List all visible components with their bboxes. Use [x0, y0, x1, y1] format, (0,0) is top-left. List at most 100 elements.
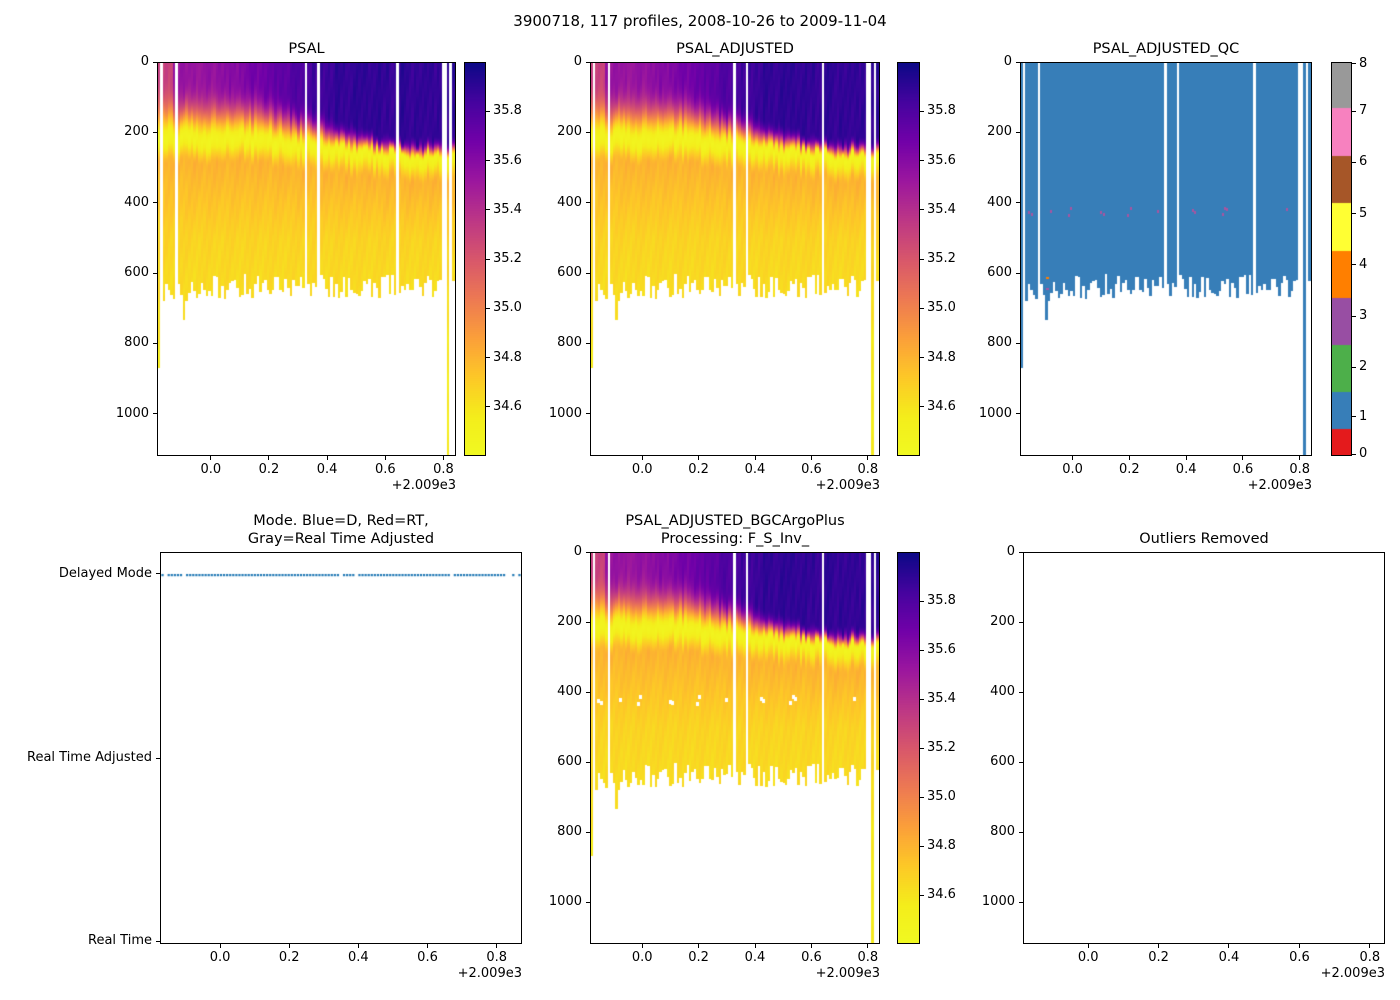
- x-tick-label: 0.2: [1148, 950, 1169, 965]
- x-tick-mark: [698, 456, 700, 460]
- qc-colorbar-tick-label: 4: [1359, 256, 1368, 272]
- colorbar-tick-mark: [920, 600, 924, 602]
- y-tick-mark: [586, 691, 590, 693]
- colorbar-tick-label: 35.2: [927, 251, 956, 266]
- colorbar-tick-label: 35.8: [927, 103, 956, 119]
- panel-title-bgc-line1: PSAL_ADJUSTED_BGCArgoPlus: [625, 513, 845, 529]
- y-tick-mark: [1019, 621, 1023, 623]
- x-tick-label: 0.0: [200, 462, 222, 477]
- mode-tick-label: Delayed Mode: [58, 565, 152, 581]
- bgc-colorbar: [897, 552, 920, 944]
- x-tick-label: 0.8: [486, 950, 507, 965]
- x-tick-mark: [754, 944, 756, 948]
- colorbar-tick-label: 34.8: [493, 349, 522, 365]
- x-tick-mark: [1158, 944, 1160, 948]
- colorbar-tick-mark: [920, 110, 924, 112]
- y-tick-mark: [586, 551, 590, 553]
- colorbar-tick-mark: [920, 698, 924, 700]
- x-tick-mark: [1242, 456, 1244, 460]
- y-tick-mark: [153, 342, 157, 344]
- qc-heatmap-canvas: [1021, 63, 1311, 455]
- colorbar-tick-mark: [920, 894, 924, 896]
- y-tick-mark: [1016, 61, 1020, 63]
- colorbar-tick-mark: [920, 845, 924, 847]
- qc-colorbar-tick-mark: [1352, 453, 1356, 455]
- x-tick-label: 0.4: [1218, 950, 1240, 965]
- x-tick-label: 0.6: [374, 462, 396, 477]
- x-tick-mark: [867, 456, 869, 460]
- x-tick-mark: [326, 456, 328, 460]
- x-tick-mark: [1072, 456, 1074, 460]
- psal-adjusted-plot-area: [590, 62, 880, 456]
- x-tick-mark: [698, 944, 700, 948]
- y-tick-mark: [1019, 761, 1023, 763]
- y-tick-mark: [586, 761, 590, 763]
- qc-colorbar-tick-mark: [1352, 264, 1356, 266]
- psal-adjusted-colorbar: [897, 62, 920, 456]
- y-tick-mark: [586, 272, 590, 274]
- colorbar-tick-mark: [920, 209, 924, 211]
- mode-plot-area: [160, 552, 522, 944]
- x-tick-mark: [442, 456, 444, 460]
- colorbar-tick-mark: [486, 209, 490, 211]
- qc-colorbar-tick-label: 6: [1359, 154, 1368, 170]
- y-tick-label: 600: [124, 265, 149, 281]
- colorbar-tick-mark: [920, 258, 924, 260]
- outliers-plot-area: [1023, 552, 1385, 944]
- colorbar-tick-label: 35.4: [927, 201, 956, 217]
- mode-tick-mark: [156, 940, 160, 942]
- x-tick-label: 0.0: [631, 950, 653, 965]
- y-tick-mark: [586, 61, 590, 63]
- colorbar-tick-mark: [920, 406, 924, 408]
- y-tick-mark: [586, 202, 590, 204]
- x-tick-label: 0.6: [801, 462, 822, 477]
- y-tick-label: 200: [987, 124, 1012, 140]
- y-tick-label: 1000: [115, 405, 149, 421]
- y-tick-mark: [1019, 691, 1023, 693]
- y-tick-label: 1000: [978, 405, 1012, 421]
- mode-tick-mark: [156, 573, 160, 575]
- x-tick-label: 0.2: [688, 950, 709, 965]
- y-tick-label: 800: [124, 335, 149, 351]
- x-tick-label: 0.4: [1175, 462, 1197, 477]
- y-tick-label: 400: [557, 684, 582, 699]
- x-tick-mark: [867, 944, 869, 948]
- x-tick-mark: [754, 456, 756, 460]
- x-tick-mark: [496, 944, 498, 948]
- y-tick-mark: [1019, 551, 1023, 553]
- y-tick-label: 600: [557, 754, 582, 769]
- qc-colorbar-tick-mark: [1352, 315, 1356, 317]
- y-tick-label: 800: [557, 335, 582, 351]
- psal-colorbar-canvas: [465, 63, 485, 455]
- x-axis-offset-label: +2.009e3: [1247, 478, 1312, 493]
- colorbar-tick-label: 34.8: [927, 838, 956, 853]
- qc-colorbar-tick-label: 8: [1359, 55, 1368, 71]
- y-tick-label: 200: [557, 614, 582, 629]
- qc-colorbar-tick-mark: [1352, 213, 1356, 215]
- psal-plot-area: [157, 62, 456, 456]
- colorbar-tick-mark: [486, 258, 490, 260]
- y-tick-mark: [586, 831, 590, 833]
- colorbar-tick-mark: [920, 796, 924, 798]
- x-tick-mark: [1298, 944, 1300, 948]
- x-tick-mark: [288, 944, 290, 948]
- qc-colorbar-tick-mark: [1352, 63, 1356, 65]
- x-axis-offset-label: +2.009e3: [815, 966, 880, 981]
- x-tick-label: 0.4: [316, 462, 338, 477]
- y-tick-mark: [586, 413, 590, 415]
- x-tick-label: 0.6: [1232, 462, 1254, 477]
- x-tick-mark: [384, 456, 386, 460]
- qc-colorbar-tick-mark: [1352, 110, 1356, 112]
- y-tick-mark: [1016, 131, 1020, 133]
- y-tick-mark: [1016, 202, 1020, 204]
- colorbar-tick-mark: [486, 110, 490, 112]
- mode-tick-label: Real Time Adjusted: [27, 750, 152, 766]
- y-tick-label: 800: [557, 824, 582, 839]
- x-tick-mark: [641, 456, 643, 460]
- x-axis-offset-label: +2.009e3: [457, 966, 522, 981]
- x-tick-label: 0.6: [1289, 950, 1310, 965]
- psal-heatmap-canvas: [158, 63, 455, 455]
- x-tick-label: 0.6: [417, 950, 438, 965]
- colorbar-tick-label: 35.0: [927, 300, 956, 316]
- qc-colorbar-tick-label: 3: [1359, 308, 1368, 324]
